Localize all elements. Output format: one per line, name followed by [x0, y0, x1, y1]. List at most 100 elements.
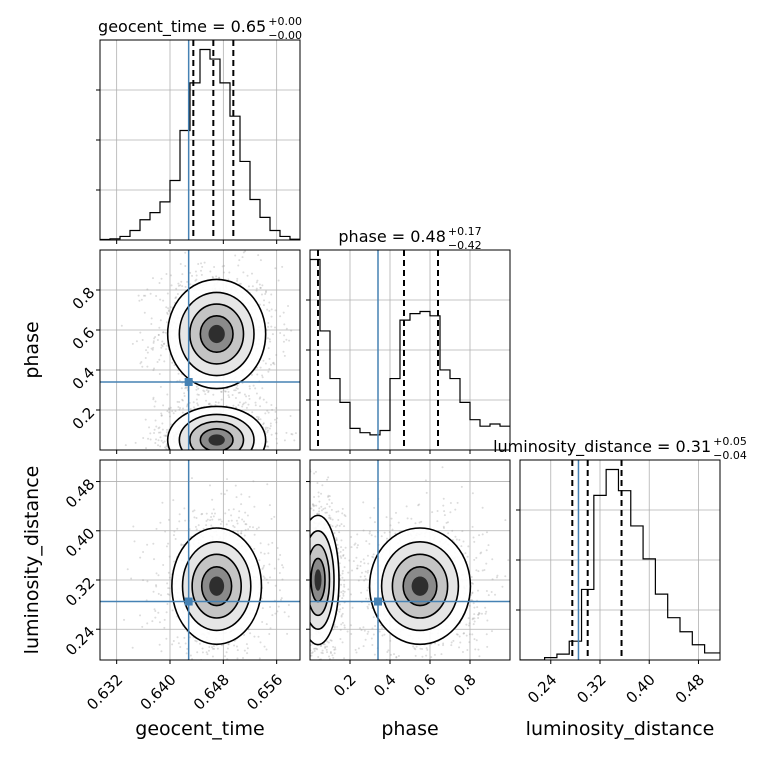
sample-point — [214, 450, 216, 452]
sample-point — [195, 398, 198, 401]
sample-point — [311, 503, 314, 506]
sample-point — [227, 460, 229, 462]
sample-point — [362, 501, 365, 504]
sample-point — [302, 553, 304, 555]
sample-point — [185, 462, 187, 464]
sample-point — [240, 460, 242, 462]
sample-point — [242, 461, 244, 463]
sample-point — [183, 479, 185, 481]
sample-point — [304, 593, 306, 595]
sample-point — [173, 560, 176, 563]
sample-point — [294, 432, 297, 435]
sample-point — [283, 354, 286, 357]
sample-point — [159, 385, 162, 388]
sample-point — [220, 467, 222, 469]
sample-point — [157, 431, 160, 434]
sample-point — [197, 387, 200, 390]
sample-point — [199, 450, 201, 452]
sample-point — [321, 661, 323, 663]
sample-point — [343, 657, 346, 660]
sample-point — [216, 452, 218, 454]
sample-point — [260, 490, 262, 492]
sample-point — [290, 608, 292, 610]
sample-point — [270, 308, 273, 311]
sample-point — [300, 685, 302, 687]
sample-point — [306, 605, 308, 607]
sample-point — [261, 376, 264, 379]
y-tick-label: 0.6 — [69, 324, 99, 354]
y-tick-label: 0.32 — [62, 574, 98, 610]
sample-point — [316, 648, 319, 651]
sample-point — [301, 516, 303, 518]
sample-point — [245, 461, 247, 463]
sample-point — [442, 525, 445, 528]
sample-point — [151, 277, 154, 280]
sample-point — [154, 609, 157, 612]
sample-point — [232, 471, 234, 473]
sample-point — [139, 614, 142, 617]
sample-point — [312, 509, 315, 512]
sample-point — [335, 661, 337, 663]
sample-point — [282, 566, 285, 569]
sample-point — [214, 476, 216, 478]
sample-point — [215, 455, 217, 457]
sample-point — [156, 361, 159, 364]
sample-point — [296, 627, 298, 629]
sample-point — [227, 394, 230, 397]
sample-point — [199, 479, 201, 481]
sample-point — [335, 539, 338, 542]
sample-point — [307, 534, 309, 536]
sample-point — [340, 615, 343, 618]
sample-point — [218, 276, 221, 279]
hist-bin — [130, 230, 140, 240]
sample-point — [256, 373, 259, 376]
sample-point — [230, 463, 232, 465]
hist-bin — [170, 180, 180, 240]
sample-point — [241, 472, 243, 474]
sample-point — [207, 457, 209, 459]
sample-point — [282, 350, 285, 353]
sample-point — [252, 452, 254, 454]
sample-point — [228, 457, 230, 459]
histogram-line — [310, 258, 510, 450]
sample-point — [184, 642, 187, 645]
sample-point — [304, 633, 306, 635]
sample-point — [307, 584, 309, 586]
sample-point — [218, 456, 220, 458]
sample-point — [191, 482, 193, 484]
sample-point — [157, 427, 160, 430]
sample-point — [304, 582, 306, 584]
sample-point — [240, 697, 242, 699]
sample-point — [303, 576, 305, 578]
sample-point — [290, 594, 292, 596]
sample-point — [484, 612, 487, 615]
sample-point — [234, 451, 236, 453]
sample-point — [165, 611, 168, 614]
sample-point — [372, 553, 375, 556]
sample-point — [178, 401, 181, 404]
sample-point — [279, 499, 281, 501]
sample-point — [471, 492, 474, 495]
sample-point — [365, 669, 367, 671]
sample-point — [282, 311, 285, 314]
sample-point — [306, 581, 308, 583]
sample-point — [310, 652, 313, 655]
sample-point — [340, 556, 343, 559]
sample-point — [196, 494, 198, 496]
sample-point — [299, 689, 301, 691]
sample-point — [146, 351, 149, 354]
sample-point — [339, 628, 342, 631]
sample-point — [297, 566, 299, 568]
sample-point — [194, 279, 197, 282]
sample-point — [303, 579, 305, 581]
sample-point — [208, 402, 211, 405]
sample-point — [201, 265, 204, 268]
sample-point — [180, 493, 182, 495]
sample-point — [223, 655, 226, 658]
sample-point — [247, 453, 249, 455]
sample-point — [304, 567, 306, 569]
sample-point — [293, 521, 295, 523]
sample-point — [153, 432, 156, 435]
sample-point — [237, 391, 240, 394]
sample-point — [146, 365, 149, 368]
